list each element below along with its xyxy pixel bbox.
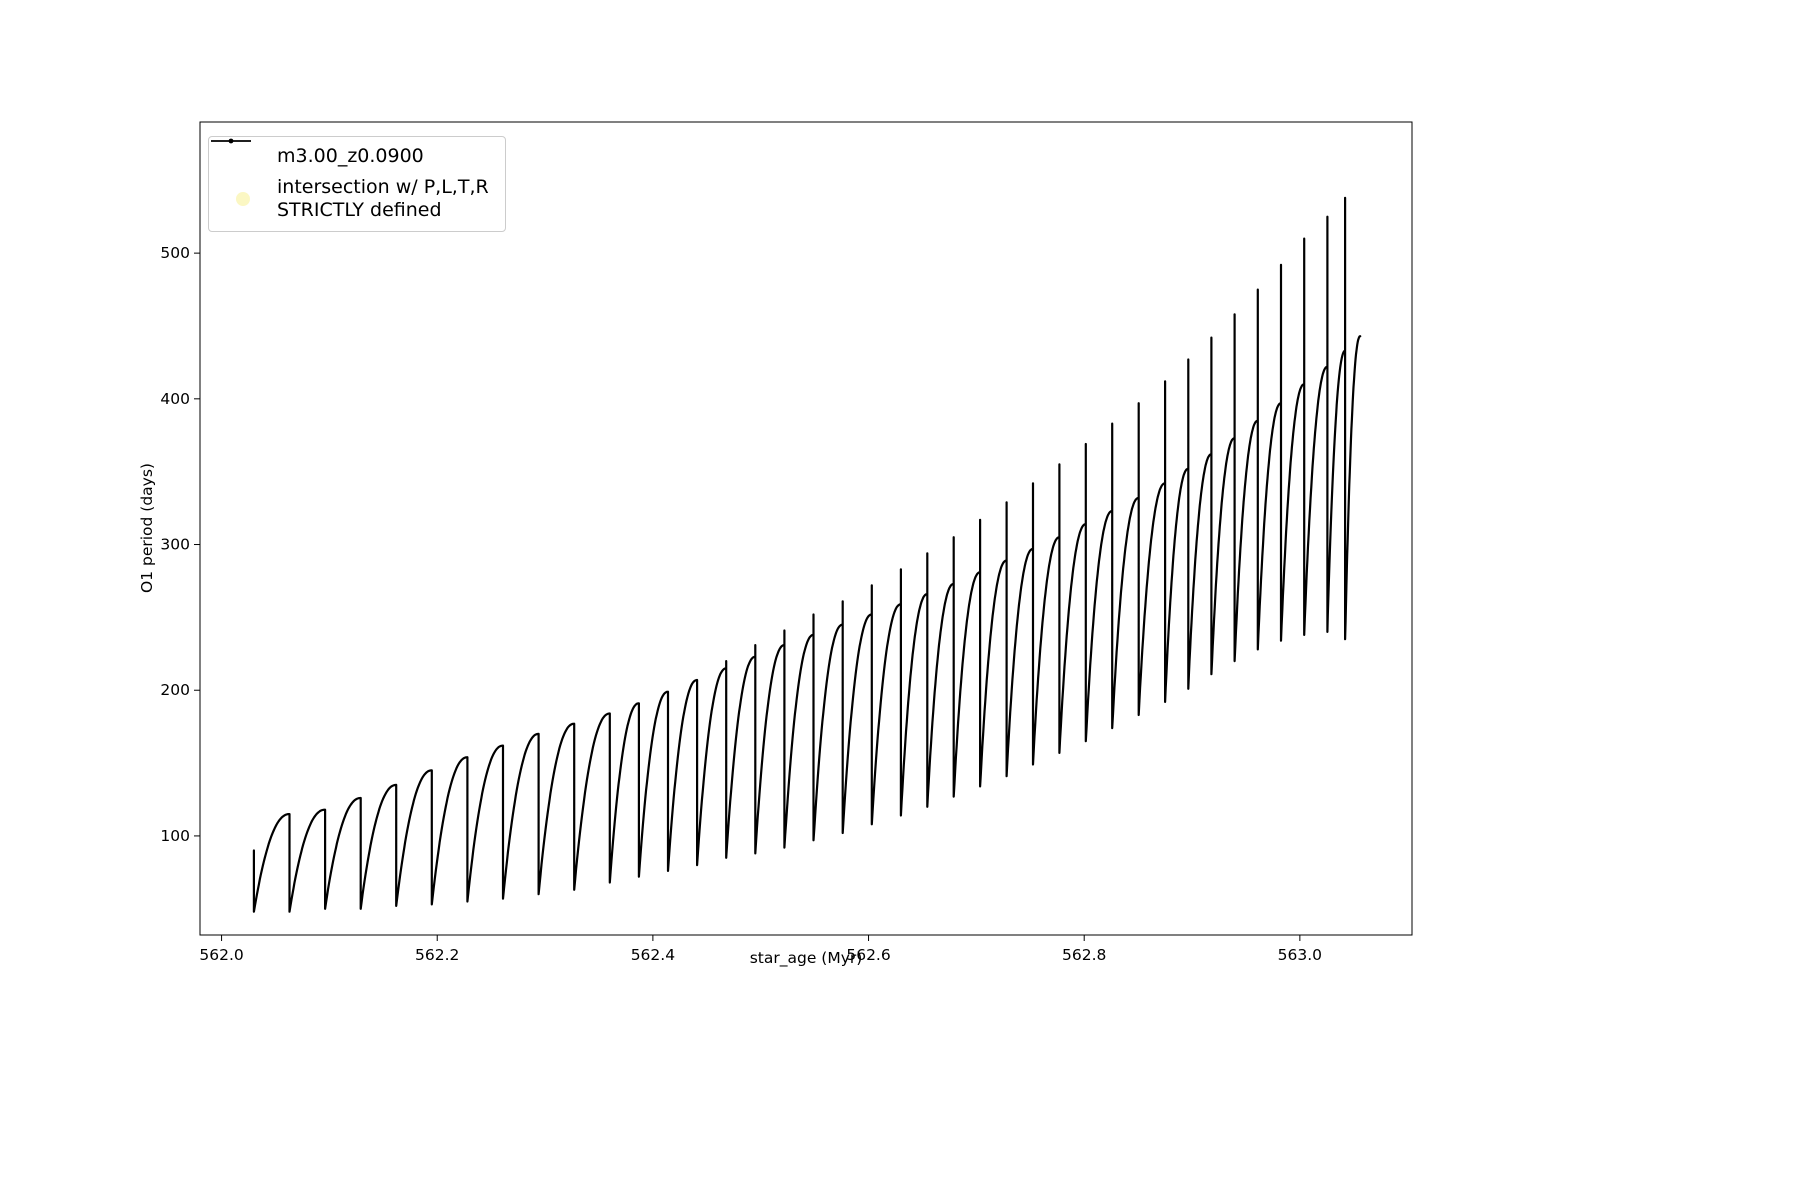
series-line-m300-z00900 <box>252 196 1362 913</box>
y-tick-label: 100 <box>160 827 190 845</box>
legend-intersection-label: intersection w/ P,L,T,R STRICTLY defined <box>277 175 489 221</box>
legend: m3.00_z0.0900 intersection w/ P,L,T,R ST… <box>208 136 506 233</box>
x-tick-label: 562.6 <box>846 946 890 964</box>
x-tick-label: 562.0 <box>199 946 243 964</box>
y-tick-label: 500 <box>160 244 190 262</box>
x-tick-label: 563.0 <box>1278 946 1322 964</box>
x-tick-label: 562.8 <box>1062 946 1106 964</box>
intersection-dot-marker-icon <box>221 191 265 206</box>
y-axis-label: O1 period (days) <box>138 463 156 593</box>
x-tick-label: 562.2 <box>415 946 459 964</box>
y-tick-label: 400 <box>160 390 190 408</box>
plot-area: 562.0 562.2 562.4 562.6 562.8 563.0 100 200 300 4… <box>160 121 1413 964</box>
legend-entry-intersection: intersection w/ P,L,T,R STRICTLY defined <box>221 176 489 222</box>
x-tick-label: 562.4 <box>631 946 675 964</box>
x-axis-label: star_age (Myr) <box>750 949 863 968</box>
axes-spines <box>199 121 1413 936</box>
legend-series-label: m3.00_z0.0900 <box>277 145 424 167</box>
y-tick-label: 200 <box>160 681 190 699</box>
legend-entry-series: m3.00_z0.0900 <box>211 138 489 168</box>
y-tick-label: 300 <box>160 536 190 554</box>
